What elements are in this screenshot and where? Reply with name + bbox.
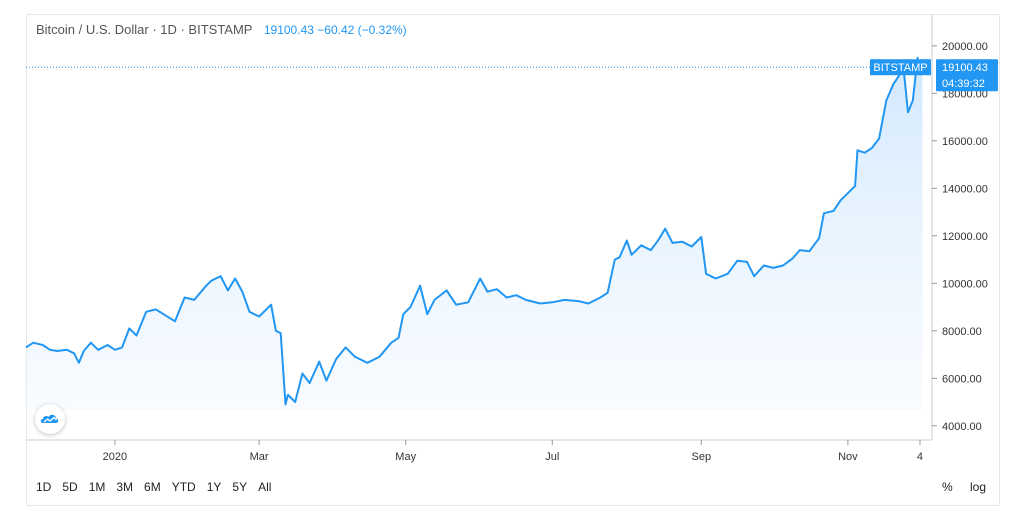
range-toolbar: 1D 5D 1M 3M 6M YTD 1Y 5Y All bbox=[36, 480, 282, 494]
price-line bbox=[25, 56, 924, 406]
range-button-1y[interactable]: 1Y bbox=[206, 480, 222, 494]
x-tick-label: Mar bbox=[250, 451, 269, 463]
x-tick-label: 2020 bbox=[103, 451, 127, 463]
x-tick-label: Sep bbox=[692, 451, 712, 463]
y-tick-label: 12000.00 bbox=[942, 231, 988, 243]
range-button-3m[interactable]: 3M bbox=[116, 480, 134, 494]
cloud-icon bbox=[40, 414, 59, 423]
price-tag-value: 19100.43 bbox=[942, 62, 988, 74]
symbol-title: Bitcoin / U.S. Dollar · 1D · BITSTAMP bbox=[36, 22, 253, 37]
x-tick-label: Nov bbox=[838, 451, 858, 463]
price-area bbox=[26, 57, 923, 410]
y-tick-label: 20000.00 bbox=[942, 41, 988, 53]
range-button-all[interactable]: All bbox=[258, 480, 272, 494]
percent-scale-button[interactable]: % bbox=[941, 480, 953, 494]
price-tag bbox=[936, 59, 998, 92]
y-tick-label: 18000.00 bbox=[942, 88, 988, 100]
y-tick-label: 6000.00 bbox=[942, 373, 982, 385]
x-tick-label: May bbox=[395, 451, 416, 463]
range-button-1d[interactable]: 1D bbox=[36, 480, 52, 494]
scale-toolbar: % log bbox=[928, 480, 986, 494]
last-price: 19100.43 bbox=[263, 23, 314, 37]
y-tick-label: 10000.00 bbox=[942, 278, 988, 290]
x-tick-label: 4 bbox=[917, 451, 923, 463]
exchange-tag bbox=[870, 59, 931, 76]
chart-legend: Bitcoin / U.S. Dollar · 1D · BITSTAMP 19… bbox=[36, 22, 407, 37]
range-button-5d[interactable]: 5D bbox=[62, 480, 78, 494]
y-tick-label: 14000.00 bbox=[942, 183, 988, 195]
price-change: −60.42 (−0.32%) bbox=[317, 23, 407, 37]
range-button-ytd[interactable]: YTD bbox=[171, 480, 196, 494]
y-tick-label: 16000.00 bbox=[942, 136, 988, 148]
log-scale-button[interactable]: log bbox=[969, 480, 986, 494]
range-button-5y[interactable]: 5Y bbox=[232, 480, 248, 494]
tradingview-logo[interactable] bbox=[35, 404, 65, 434]
range-button-6m[interactable]: 6M bbox=[144, 480, 161, 494]
x-tick-label: Jul bbox=[545, 451, 559, 463]
exchange-tag-label: BITSTAMP bbox=[873, 62, 927, 74]
y-tick-label: 8000.00 bbox=[942, 326, 982, 338]
range-button-1m[interactable]: 1M bbox=[88, 480, 106, 494]
price-tag-countdown: 04:39:32 bbox=[942, 78, 985, 90]
y-tick-label: 4000.00 bbox=[942, 421, 982, 433]
